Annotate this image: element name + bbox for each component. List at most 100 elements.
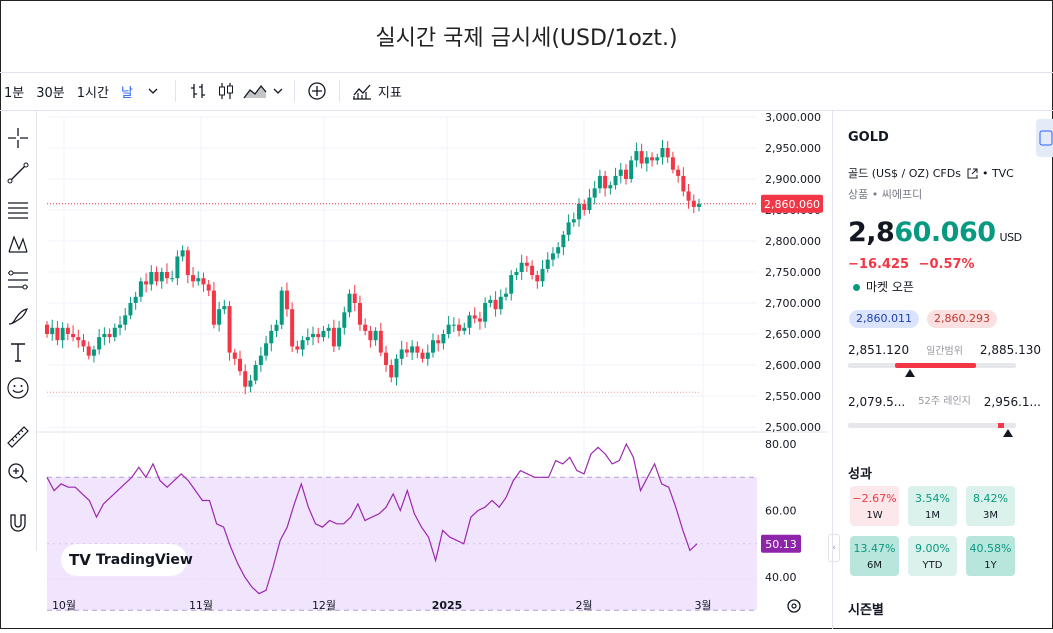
candle-body	[394, 358, 399, 378]
day-range-fill	[895, 363, 976, 368]
price-chart[interactable]: 3,000.0002,950.0002,900.0002,850.0002,80…	[37, 111, 827, 629]
price-tick-label: 2,900.000	[765, 173, 821, 186]
price-tick-label: 2,750.000	[765, 266, 821, 279]
interval-1h[interactable]: 1시간	[76, 85, 109, 101]
candle-body	[331, 327, 336, 347]
chart-area[interactable]: 3,000.0002,950.0002,900.0002,850.0002,80…	[37, 111, 827, 629]
candle	[269, 324, 274, 352]
bar-chart-type-icon[interactable]	[184, 82, 212, 100]
candle	[316, 327, 321, 344]
last-price-tag	[761, 194, 823, 213]
settings-gear-icon[interactable]	[787, 599, 801, 613]
candle	[415, 341, 420, 359]
price-currency: USD	[999, 231, 1023, 244]
candle	[211, 281, 216, 329]
area-chart-type-icon[interactable]	[240, 83, 270, 99]
rsi-tick-label: 60.00	[765, 505, 797, 518]
interval-1m[interactable]: 1분	[4, 85, 25, 101]
candle	[373, 327, 378, 346]
candle-body	[623, 169, 628, 179]
zoom-in-icon[interactable]	[4, 459, 32, 487]
candle	[577, 198, 582, 227]
performance-cell-1y[interactable]: 40.58% 1Y	[966, 536, 1015, 576]
candle	[55, 320, 60, 346]
indicators-icon[interactable]	[348, 82, 376, 100]
candle-body	[681, 175, 686, 192]
collapse-panel-button[interactable]: ‹	[828, 534, 840, 562]
candle	[655, 153, 660, 165]
candle-body	[493, 299, 498, 310]
external-link-icon[interactable]	[967, 168, 978, 182]
horizontal-lines-icon[interactable]	[4, 195, 32, 223]
bid-price-badge: 2,860.011	[849, 310, 919, 328]
candle-body	[300, 340, 305, 350]
candle	[394, 354, 399, 386]
candle	[498, 289, 503, 315]
interval-30m[interactable]: 30분	[36, 85, 65, 101]
candle-body	[550, 253, 555, 260]
performance-cell-1m[interactable]: 3.54% 1M	[908, 486, 957, 526]
price-tick-label: 2,950.000	[765, 142, 821, 155]
candle	[410, 340, 415, 361]
candle	[357, 295, 362, 331]
performance-period: YTD	[922, 560, 943, 571]
rsi-last-tag-label: 50.13	[765, 538, 797, 551]
chevron-down-icon[interactable]	[270, 88, 286, 94]
candle-body	[305, 337, 310, 341]
candle	[597, 169, 602, 194]
candle-body	[639, 151, 644, 164]
price-change-abs: −16.425	[848, 257, 910, 272]
candle-body	[530, 265, 535, 276]
pattern-tool-icon[interactable]	[4, 230, 32, 258]
day-low: 2,851.120	[848, 342, 910, 357]
ruler-icon[interactable]	[4, 423, 32, 451]
candle-body	[363, 324, 368, 331]
candle-body	[290, 309, 295, 347]
candle-body	[697, 203, 701, 207]
candle-body	[644, 157, 649, 164]
candle-body	[629, 160, 634, 179]
candle	[102, 327, 107, 346]
candle-body	[243, 371, 248, 387]
chevron-down-icon[interactable]	[139, 88, 167, 94]
candle	[665, 141, 670, 163]
candle-chart-type-icon[interactable]	[212, 82, 240, 100]
candle	[149, 265, 154, 291]
performance-cell-3m[interactable]: 8.42% 3M	[966, 486, 1015, 526]
side-panel-tab[interactable]	[1036, 119, 1053, 157]
crosshair-icon[interactable]	[4, 124, 32, 152]
symbol-ticker[interactable]: GOLD	[848, 130, 889, 145]
candle	[300, 335, 305, 357]
interval-day[interactable]: 날	[120, 85, 133, 101]
fib-tool-icon[interactable]	[4, 266, 32, 294]
compare-add-icon[interactable]	[303, 81, 331, 101]
performance-cell-ytd[interactable]: 9.00% YTD	[908, 536, 957, 576]
indicators-button[interactable]: 지표	[377, 85, 402, 101]
performance-period: 1M	[925, 510, 940, 521]
candle	[420, 348, 425, 363]
candle-body	[311, 334, 316, 338]
emoji-icon[interactable]	[4, 374, 32, 402]
candle	[290, 302, 295, 352]
rsi-tick-label: 40.00	[765, 571, 797, 584]
candle	[613, 167, 618, 190]
candle-body	[211, 290, 216, 325]
candle-body	[441, 334, 446, 344]
time-tick-label: 12월	[312, 599, 336, 612]
candle-body	[55, 327, 60, 341]
text-tool-icon[interactable]	[4, 338, 32, 366]
magnet-icon[interactable]	[4, 509, 32, 537]
candle	[128, 296, 133, 320]
candle-body	[227, 306, 232, 353]
brush-tool-icon[interactable]	[4, 302, 32, 330]
performance-cell-1w[interactable]: −2.67% 1W	[850, 486, 899, 526]
candle-body	[472, 315, 477, 319]
drawing-toolbar	[0, 111, 37, 551]
rsi-last-tag	[761, 534, 801, 553]
trend-line-icon[interactable]	[4, 159, 32, 187]
candle	[133, 291, 138, 310]
candle-body	[603, 175, 608, 189]
candle-body	[457, 324, 462, 331]
performance-cell-6m[interactable]: 13.47% 6M	[850, 536, 899, 576]
candle-body	[540, 268, 545, 282]
